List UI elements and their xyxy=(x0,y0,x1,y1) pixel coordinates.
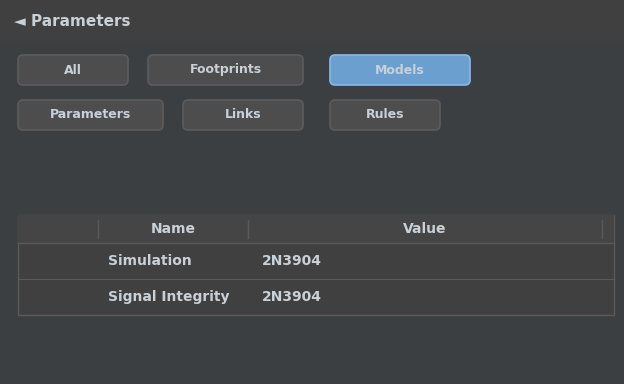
Text: Models: Models xyxy=(375,63,425,76)
Bar xyxy=(18,215,614,243)
Bar xyxy=(18,215,614,315)
FancyBboxPatch shape xyxy=(330,100,440,130)
Text: Value: Value xyxy=(403,222,447,236)
FancyBboxPatch shape xyxy=(183,100,303,130)
Text: 2N3904: 2N3904 xyxy=(262,254,322,268)
Text: 2N3904: 2N3904 xyxy=(262,290,322,304)
FancyBboxPatch shape xyxy=(18,100,163,130)
Text: Name: Name xyxy=(150,222,195,236)
Text: Footprints: Footprints xyxy=(190,63,261,76)
Text: Links: Links xyxy=(225,109,261,121)
FancyBboxPatch shape xyxy=(330,55,470,85)
Text: All: All xyxy=(64,63,82,76)
Text: Parameters: Parameters xyxy=(50,109,131,121)
FancyBboxPatch shape xyxy=(18,55,128,85)
Text: Rules: Rules xyxy=(366,109,404,121)
Text: ◄ Parameters: ◄ Parameters xyxy=(14,13,130,28)
Text: Signal Integrity: Signal Integrity xyxy=(108,290,230,304)
Text: Simulation: Simulation xyxy=(108,254,192,268)
Bar xyxy=(0,0,624,42)
FancyBboxPatch shape xyxy=(148,55,303,85)
